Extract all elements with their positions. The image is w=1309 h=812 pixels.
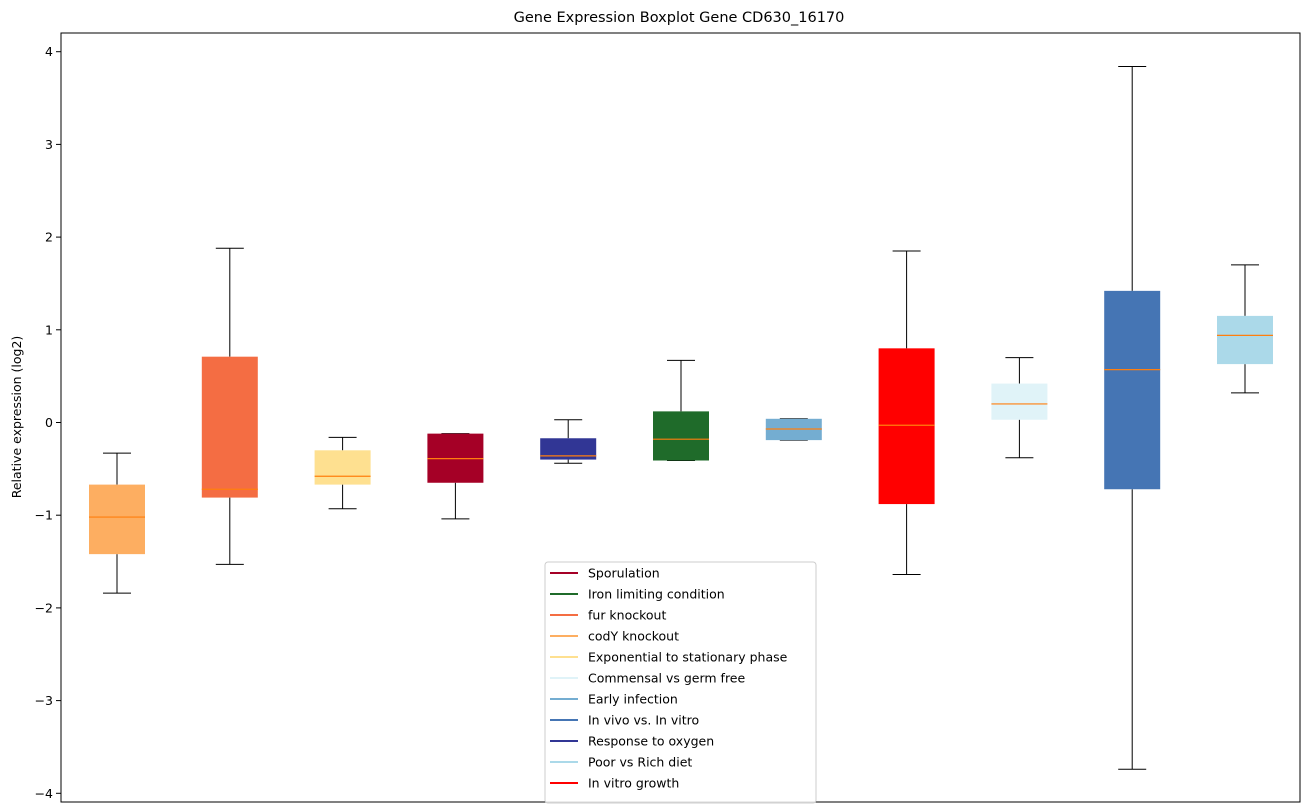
legend-item: Poor vs Rich diet [550,755,692,770]
legend-label: Early infection [588,692,678,707]
legend-label: codY knockout [588,629,679,644]
legend-item: In vivo vs. In vitro [550,713,699,728]
legend-item: fur knockout [550,608,666,623]
legend-label: Response to oxygen [588,734,714,749]
box-10 [1104,66,1161,770]
y-tick-label: 0 [45,415,53,430]
y-tick-label: 4 [45,44,53,59]
legend-item: Early infection [550,692,678,707]
box-body [314,450,371,485]
box-9 [991,357,1048,459]
box-body [1217,315,1273,365]
box-7 [765,418,822,441]
y-tick-label: 3 [45,137,53,152]
box-6 [653,359,709,462]
box-group [89,66,1273,770]
legend-item: Sporulation [550,566,660,581]
y-axis: 4 3 2 1 0 −1 −2 −3 −4 [35,44,61,801]
chart-title: Gene Expression Boxplot Gene CD630_16170 [514,10,845,26]
legend-label: Sporulation [588,566,660,581]
legend-item: Commensal vs germ free [550,671,745,686]
legend: Sporulation Iron limiting condition fur kn… [544,561,817,804]
box-body [201,356,258,498]
y-tick-label: 2 [45,230,53,245]
legend-label: Commensal vs germ free [588,671,745,686]
box-8 [878,250,935,576]
box-2 [201,247,258,565]
box-body [1104,290,1161,490]
y-tick-label: −3 [35,693,53,708]
box-5 [540,419,597,464]
box-body [653,411,709,461]
legend-item: Response to oxygen [550,734,714,749]
legend-item: codY knockout [550,629,679,644]
legend-item: Iron limiting condition [550,587,725,602]
box-3 [314,436,371,510]
y-axis-label: Relative expression (log2) [9,336,24,499]
legend-item: Exponential to stationary phase [550,650,788,665]
y-tick-label: −4 [35,786,53,801]
box-11 [1217,264,1273,394]
y-tick-label: −1 [35,508,53,523]
box-body [89,484,145,555]
legend-label: In vivo vs. In vitro [588,713,699,728]
legend-label: Poor vs Rich diet [588,755,692,770]
box-body [991,383,1048,420]
y-tick-label: 1 [45,322,53,337]
y-tick-label: −2 [35,600,53,615]
legend-frame [544,561,817,804]
box-body [540,438,597,460]
legend-label: Iron limiting condition [588,587,725,602]
legend-label: Exponential to stationary phase [588,650,788,665]
legend-label: In vitro growth [588,776,679,791]
legend-label: fur knockout [588,608,666,623]
box-body [878,348,935,505]
box-4 [427,433,484,520]
box-1 [89,452,145,594]
legend-item: In vitro growth [550,776,679,791]
